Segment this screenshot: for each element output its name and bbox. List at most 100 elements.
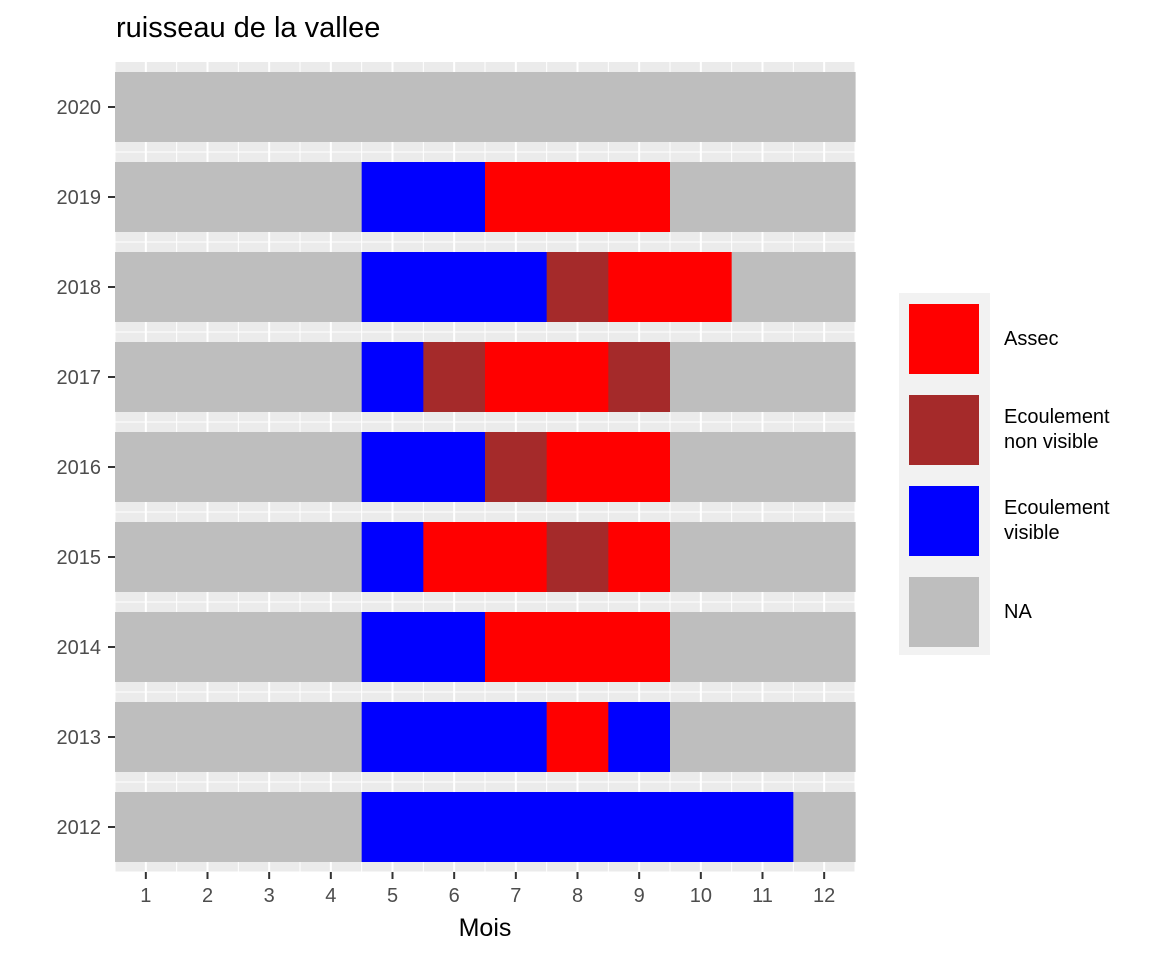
y-tick-label: 2020 <box>57 97 102 119</box>
x-tick-label: 10 <box>690 885 712 907</box>
cell-2017-10 <box>670 342 733 412</box>
cell-2019-7 <box>485 162 548 232</box>
cell-2019-9 <box>608 162 671 232</box>
cell-2017-11 <box>731 342 794 412</box>
y-tick-label: 2012 <box>57 817 102 839</box>
cell-2016-4 <box>300 432 363 502</box>
heatmap-cells <box>115 72 856 862</box>
cell-2018-7 <box>485 252 548 322</box>
cell-2013-7 <box>485 702 548 772</box>
legend-swatch-nv <box>909 395 979 465</box>
legend-label-v: Ecoulement visible <box>1004 497 1110 544</box>
cell-2014-6 <box>423 612 486 682</box>
cell-2018-9 <box>608 252 671 322</box>
x-tick-label: 8 <box>572 885 583 907</box>
cell-2013-11 <box>731 702 794 772</box>
y-tick-label: 2017 <box>57 367 102 389</box>
legend-label-na: NA <box>1004 600 1032 623</box>
x-axis-label: Mois <box>458 914 512 942</box>
cell-2017-12 <box>793 342 856 412</box>
cell-2018-5 <box>361 252 424 322</box>
cell-2014-7 <box>485 612 548 682</box>
legend-swatch-assec <box>909 304 979 374</box>
x-tick-label: 9 <box>634 885 645 907</box>
cell-2019-8 <box>546 162 609 232</box>
cell-2018-3 <box>238 252 301 322</box>
y-tick-label: 2019 <box>57 187 102 209</box>
cell-2012-2 <box>176 792 239 862</box>
cell-2019-6 <box>423 162 486 232</box>
cell-2015-11 <box>731 522 794 592</box>
cell-2017-9 <box>608 342 671 412</box>
x-tick-label: 6 <box>449 885 460 907</box>
x-tick-label: 7 <box>510 885 521 907</box>
legend-swatch-na <box>909 577 979 647</box>
y-tick-label: 2018 <box>57 277 102 299</box>
cell-2012-9 <box>608 792 671 862</box>
cell-2013-1 <box>115 702 178 772</box>
cell-2014-11 <box>731 612 794 682</box>
cell-2019-12 <box>793 162 856 232</box>
cell-2018-6 <box>423 252 486 322</box>
cell-2019-3 <box>238 162 301 232</box>
cell-2019-5 <box>361 162 424 232</box>
cell-2017-4 <box>300 342 363 412</box>
cell-2013-12 <box>793 702 856 772</box>
cell-2020-12 <box>793 72 856 142</box>
cell-2012-7 <box>485 792 548 862</box>
cell-2015-8 <box>546 522 609 592</box>
cell-2019-11 <box>731 162 794 232</box>
cell-2012-12 <box>793 792 856 862</box>
cell-2020-3 <box>238 72 301 142</box>
cell-2015-2 <box>176 522 239 592</box>
cell-2017-8 <box>546 342 609 412</box>
cell-2014-3 <box>238 612 301 682</box>
cell-2014-9 <box>608 612 671 682</box>
cell-2016-9 <box>608 432 671 502</box>
cell-2016-10 <box>670 432 733 502</box>
cell-2014-4 <box>300 612 363 682</box>
cell-2020-9 <box>608 72 671 142</box>
cell-2012-5 <box>361 792 424 862</box>
cell-2016-12 <box>793 432 856 502</box>
cell-2017-2 <box>176 342 239 412</box>
cell-2020-10 <box>670 72 733 142</box>
cell-2013-4 <box>300 702 363 772</box>
cell-2014-1 <box>115 612 178 682</box>
legend-swatch-v <box>909 486 979 556</box>
cell-2015-3 <box>238 522 301 592</box>
y-tick-label: 2016 <box>57 457 102 479</box>
cell-2016-2 <box>176 432 239 502</box>
y-tick-label: 2014 <box>57 637 102 659</box>
cell-2012-10 <box>670 792 733 862</box>
cell-2013-10 <box>670 702 733 772</box>
cell-2013-6 <box>423 702 486 772</box>
cell-2012-6 <box>423 792 486 862</box>
cell-2013-2 <box>176 702 239 772</box>
cell-2020-5 <box>361 72 424 142</box>
x-tick-label: 12 <box>813 885 835 907</box>
cell-2015-1 <box>115 522 178 592</box>
y-tick-label: 2013 <box>57 727 102 749</box>
cell-2012-11 <box>731 792 794 862</box>
cell-2013-5 <box>361 702 424 772</box>
cell-2015-10 <box>670 522 733 592</box>
cell-2015-5 <box>361 522 424 592</box>
cell-2014-12 <box>793 612 856 682</box>
cell-2012-1 <box>115 792 178 862</box>
cell-2012-3 <box>238 792 301 862</box>
cell-2013-8 <box>546 702 609 772</box>
cell-2015-12 <box>793 522 856 592</box>
cell-2016-1 <box>115 432 178 502</box>
cell-2019-1 <box>115 162 178 232</box>
cell-2018-10 <box>670 252 733 322</box>
cell-2017-5 <box>361 342 424 412</box>
cell-2012-8 <box>546 792 609 862</box>
chart-title: ruisseau de la vallee <box>116 12 381 44</box>
cell-2014-10 <box>670 612 733 682</box>
legend-label-nv: Ecoulement non visible <box>1004 406 1110 453</box>
cell-2018-4 <box>300 252 363 322</box>
cell-2018-2 <box>176 252 239 322</box>
x-tick-label: 2 <box>202 885 213 907</box>
legend-label-assec: Assec <box>1004 327 1059 350</box>
